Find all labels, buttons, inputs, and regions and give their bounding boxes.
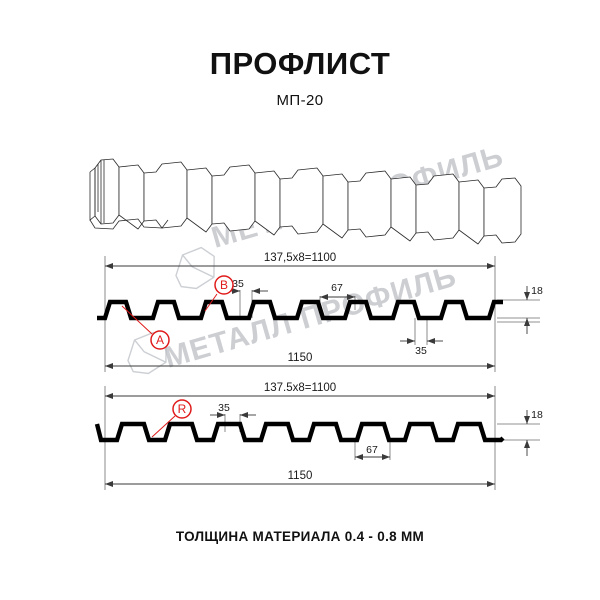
cross-section-reverse: 137.5x8=1100 35 67: [94, 382, 543, 490]
dimension-height-18-b: 18: [524, 409, 543, 456]
page-subtitle: МП-20: [276, 92, 324, 109]
dimension-top-label-b: 137.5x8=1100: [264, 382, 336, 394]
page-header: ПРОФЛИСТ МП-20: [0, 48, 600, 109]
dimension-67-b: 67: [355, 444, 390, 460]
dimension-35-lower-label: 35: [415, 345, 427, 357]
dimension-67-b-label: 67: [366, 444, 378, 456]
dimension-bottom-1150: 1150: [105, 352, 495, 369]
cross-section-front: 137,5x8=1100 35 67: [97, 252, 543, 372]
dimension-35-b-label: 35: [218, 402, 230, 414]
dimension-bottom-label: 1150: [288, 352, 313, 364]
dimension-top-1100: 137,5x8=1100: [105, 252, 495, 269]
dimension-67: 67: [320, 282, 355, 300]
isometric-corrugated-sheet: [89, 158, 522, 245]
dimension-height-18-label: 18: [531, 285, 543, 297]
dimension-35-lower: 35: [400, 338, 443, 357]
profile-polyline-reverse: [94, 421, 505, 443]
page-title: ПРОФЛИСТ: [209, 46, 391, 81]
dimension-height-18-b-label: 18: [531, 409, 543, 421]
dimension-height-18: 18: [524, 285, 543, 334]
dimension-67-label: 67: [331, 282, 343, 294]
callout-r: R: [151, 399, 192, 438]
dimension-top-1100-b: 137.5x8=1100: [105, 382, 495, 399]
dimension-35-b: 35: [210, 402, 256, 418]
dimension-bottom-1150-b: 1150: [105, 470, 495, 487]
callout-b: B: [204, 275, 234, 312]
profile-polyline-front: [97, 299, 503, 321]
dimension-35-upper-label: 35: [232, 278, 244, 290]
callout-b-label: B: [220, 278, 228, 292]
dimension-bottom-label-b: 1150: [288, 470, 313, 482]
dimension-35-upper: 35: [225, 278, 268, 294]
dimension-top-label: 137,5x8=1100: [264, 252, 336, 264]
callout-a: A: [121, 305, 170, 350]
material-thickness-note: ТОЛЩИНА МАТЕРИАЛА 0.4 - 0.8 ММ: [175, 529, 425, 544]
callout-r-label: R: [178, 402, 187, 416]
callout-a-label: A: [156, 333, 164, 347]
